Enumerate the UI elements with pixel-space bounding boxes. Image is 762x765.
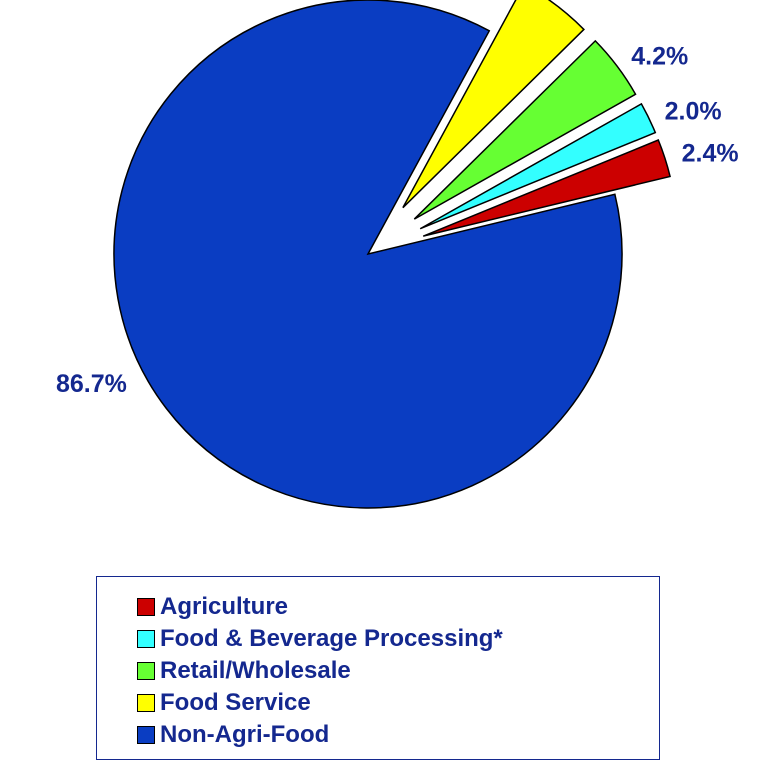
legend-item-food-beverage-processing: Food & Beverage Processing* — [137, 623, 659, 655]
pie-label-retail-wholesale: 4.2% — [631, 43, 688, 71]
legend-item-food-service: Food Service — [137, 687, 659, 719]
legend-swatch-food-beverage-processing — [137, 630, 155, 648]
chart-legend: Agriculture Food & Beverage Processing* … — [96, 576, 660, 760]
legend-label-food-beverage-processing: Food & Beverage Processing* — [160, 625, 503, 652]
pie-slice-food-beverage-processing — [419, 102, 657, 230]
legend-label-food-service: Food Service — [160, 689, 311, 716]
pie-label-food-service: 4.7% — [566, 0, 623, 6]
pie-slice-non-agri-food — [113, 0, 623, 509]
pie-labels: 2.4% 2.0% 4.2% 4.7% 86.7% — [56, 0, 739, 398]
pie-slice-food-service — [402, 0, 585, 209]
legend-label-non-agri-food: Non-Agri-Food — [160, 721, 330, 748]
legend-item-retail-wholesale: Retail/Wholesale — [137, 655, 659, 687]
legend-item-non-agri-food: Non-Agri-Food — [137, 719, 659, 751]
legend-swatch-agriculture — [137, 598, 155, 616]
legend-swatch-food-service — [137, 694, 155, 712]
legend-label-retail-wholesale: Retail/Wholesale — [160, 657, 351, 684]
pie-slice-retail-wholesale — [413, 39, 637, 220]
pie-label-agriculture: 2.4% — [682, 140, 739, 168]
pie-slice-agriculture — [422, 139, 671, 237]
pie-chart: 2.4% 2.0% 4.2% 4.7% 86.7% — [56, 0, 739, 509]
legend-label-agriculture: Agriculture — [160, 593, 289, 620]
pie-label-food-beverage-processing: 2.0% — [665, 97, 722, 125]
pie-label-non-agri-food: 86.7% — [56, 370, 127, 398]
legend-swatch-retail-wholesale — [137, 662, 155, 680]
legend-swatch-non-agri-food — [137, 726, 155, 744]
pie-slices — [113, 0, 671, 509]
legend-item-agriculture: Agriculture — [137, 591, 659, 623]
